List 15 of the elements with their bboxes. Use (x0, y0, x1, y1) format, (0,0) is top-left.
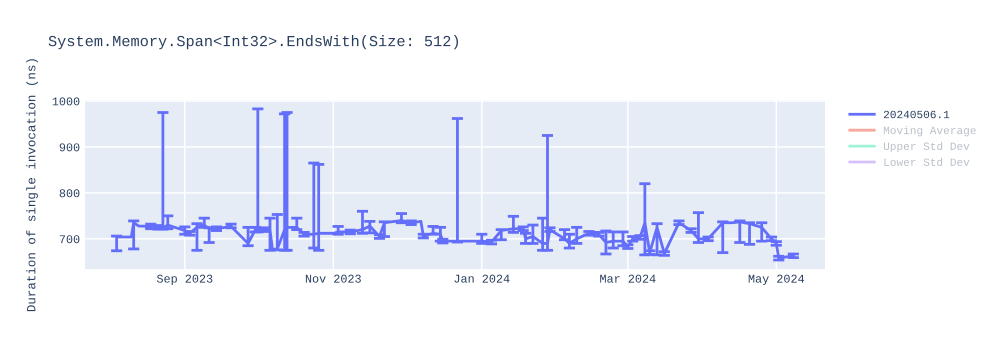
y-tick-label: 900 (60, 143, 80, 152)
x-tick-label: Mar 2024 (600, 274, 656, 283)
x-tick-label: Nov 2023 (306, 274, 361, 283)
legend-label: Lower Std Dev (884, 158, 970, 166)
y-axis-title: Duration of single invocation (ns) (26, 59, 38, 312)
chart-title: System.Memory.Span<Int32>.EndsWith(Size: 512) (48, 35, 458, 50)
x-tick-label: Jan 2024 (454, 274, 510, 283)
x-tick-label: May 2024 (748, 274, 804, 286)
legend-label: 20240506.1 (884, 110, 950, 118)
y-tick-label: 1000 (52, 97, 80, 106)
legend-label: Upper Std Dev (884, 142, 970, 152)
y-tick-label: 800 (60, 189, 80, 198)
y-tick-label: 700 (60, 235, 80, 244)
x-tick-label: Sep 2023 (156, 274, 212, 286)
legend-label: Moving Average (884, 126, 976, 136)
